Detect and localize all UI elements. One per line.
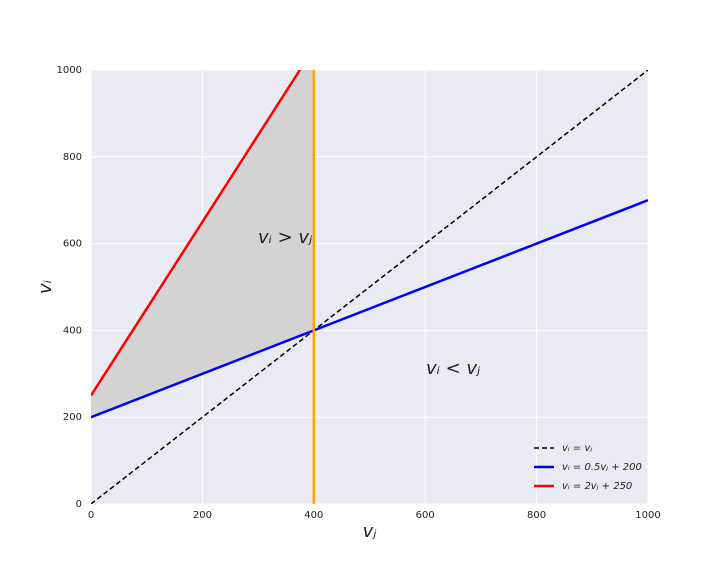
x-tick-label: 1000 xyxy=(635,510,660,521)
legend-label: vᵢ = 2vⱼ + 250 xyxy=(562,481,632,492)
x-tick-label: 600 xyxy=(416,510,435,521)
legend-label: vᵢ = vⱼ xyxy=(562,443,592,454)
annotation: vᵢ < vⱼ xyxy=(426,358,481,379)
series-line xyxy=(91,70,648,504)
x-tick-label: 800 xyxy=(527,510,546,521)
y-axis-label: vᵢ xyxy=(35,280,56,294)
y-tick-label: 1000 xyxy=(57,65,82,76)
y-tick-label: 600 xyxy=(63,239,82,250)
y-tick-label: 200 xyxy=(63,412,82,423)
x-tick-label: 200 xyxy=(193,510,212,521)
series-line xyxy=(91,70,301,397)
y-tick-label: 400 xyxy=(63,325,82,336)
series-line xyxy=(91,199,648,419)
x-axis-label: vⱼ xyxy=(363,521,378,542)
x-tick-label: 0 xyxy=(88,510,94,521)
x-tick-label: 400 xyxy=(304,510,323,521)
fill-area xyxy=(91,70,314,418)
y-tick-label: 800 xyxy=(63,152,82,163)
legend-label: vᵢ = 0.5vⱼ + 200 xyxy=(562,462,642,473)
annotation: vᵢ > vⱼ xyxy=(258,227,313,248)
y-tick-label: 0 xyxy=(76,499,82,510)
